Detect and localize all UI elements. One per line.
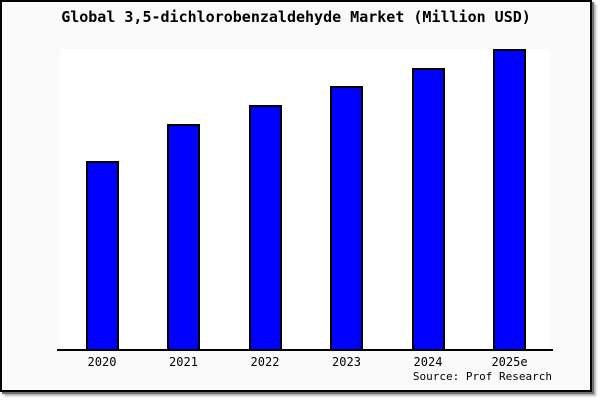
chart-frame: Global 3,5-dichlorobenzaldehyde Market (… (0, 0, 592, 392)
x-axis-tick-label-2025e: 2025e (491, 355, 528, 369)
bar-2025e (493, 49, 526, 349)
bar-2024 (411, 68, 445, 349)
plot-area (60, 49, 550, 349)
x-axis-tick-label-2023: 2023 (332, 355, 361, 369)
source-credit: Source: Prof Research (412, 370, 552, 383)
x-axis-tick-label-2020: 2020 (87, 355, 117, 369)
chart-title: Global 3,5-dichlorobenzaldehyde Market (… (61, 8, 531, 26)
bar-2023 (330, 86, 363, 349)
bar-2021 (167, 124, 200, 349)
x-axis-tick-label-2021: 2021 (169, 355, 198, 369)
bar-2020 (85, 161, 119, 349)
bar-2022 (248, 105, 282, 349)
x-axis-tick-label-2022: 2022 (250, 355, 280, 369)
x-axis-tick-label-2024: 2024 (413, 355, 443, 369)
x-axis-line (57, 349, 553, 351)
